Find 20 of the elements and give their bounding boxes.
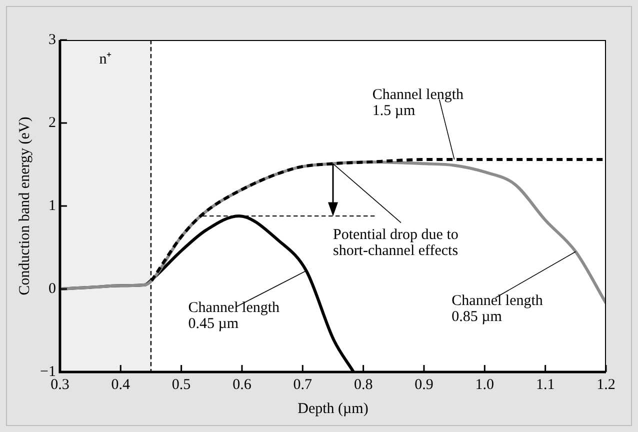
x-tick-label: 1.2	[596, 376, 616, 393]
band-label: n⁺	[99, 51, 112, 68]
annotation: Channel length 0.85 µm	[452, 293, 544, 326]
annotation: Channel length 1.5 µm	[372, 86, 464, 119]
x-tick-label: 0.9	[414, 376, 434, 393]
y-axis-title: Conduction band energy (eV)	[16, 116, 33, 296]
annotation: Potential drop due to short-channel effects	[332, 227, 458, 260]
y-tick-label: 3	[48, 32, 56, 48]
x-tick-label: 0.4	[111, 376, 131, 393]
x-tick-label: 0.7	[293, 376, 313, 393]
x-tick-label: 0.6	[232, 376, 252, 393]
annotation: Channel length 0.45 µm	[188, 300, 280, 332]
x-tick-label: 1.1	[536, 376, 555, 393]
x-axis-title: Depth (µm)	[298, 400, 368, 417]
y-tick-label: 2	[48, 114, 56, 131]
x-tick-label: 0.5	[172, 376, 191, 393]
y-tick-label: 1	[48, 198, 56, 214]
x-tick-label: 1.0	[475, 376, 494, 393]
y-tick-label: 0	[48, 280, 56, 297]
x-tick-label: 0.8	[354, 376, 373, 393]
